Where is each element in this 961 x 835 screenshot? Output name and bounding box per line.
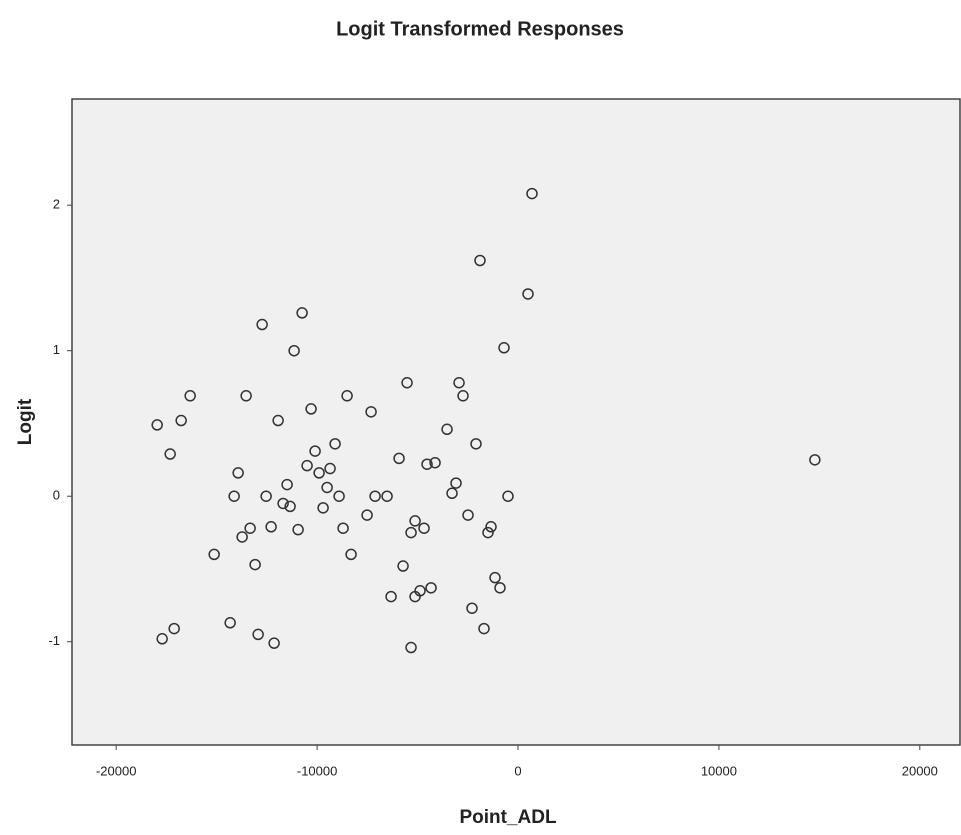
x-tick-label: 20000 — [902, 763, 938, 778]
point — [324, 462, 336, 475]
y-tick-label: -1 — [48, 633, 60, 648]
point — [151, 419, 163, 431]
point — [457, 390, 469, 402]
point — [156, 633, 168, 645]
point — [305, 403, 317, 415]
point — [292, 523, 304, 536]
point — [232, 467, 244, 479]
point — [288, 344, 300, 357]
point — [409, 590, 421, 603]
point — [369, 490, 381, 502]
x-tick-label: -10000 — [297, 763, 337, 778]
point — [478, 622, 490, 635]
point — [168, 622, 180, 635]
x-axis-title: Point_ADL — [459, 807, 557, 828]
point — [450, 477, 462, 489]
point — [301, 459, 313, 472]
point — [489, 571, 501, 584]
point — [281, 478, 293, 491]
point — [393, 452, 405, 465]
point — [236, 531, 248, 543]
point — [429, 456, 441, 469]
point — [309, 445, 321, 457]
point — [321, 481, 333, 494]
point — [313, 467, 325, 479]
point — [345, 548, 357, 561]
point — [522, 288, 534, 300]
point — [365, 406, 377, 418]
point — [405, 526, 417, 539]
point — [421, 458, 433, 470]
point — [265, 521, 277, 533]
point — [252, 628, 264, 641]
point — [453, 376, 465, 389]
point — [462, 509, 474, 521]
point — [341, 390, 353, 402]
point — [474, 254, 486, 267]
point — [401, 376, 413, 389]
point — [228, 490, 240, 502]
point — [249, 558, 261, 571]
point — [260, 490, 272, 502]
y-axis-title: Logit — [15, 398, 36, 445]
point — [361, 509, 373, 521]
y-tick-label: 1 — [53, 342, 60, 357]
point — [329, 438, 341, 450]
y-tick-label: 0 — [53, 488, 60, 503]
point — [466, 602, 478, 614]
point — [268, 637, 280, 649]
point — [208, 548, 220, 561]
point — [397, 560, 409, 572]
point — [175, 414, 187, 427]
point — [470, 438, 482, 450]
point — [809, 454, 821, 466]
point — [277, 497, 289, 510]
point — [284, 500, 296, 513]
point — [184, 390, 196, 402]
point — [425, 582, 437, 594]
point — [494, 582, 506, 594]
point — [333, 490, 345, 502]
point — [498, 342, 510, 354]
point — [418, 522, 430, 534]
point — [240, 390, 252, 402]
point — [296, 307, 308, 319]
point — [526, 187, 538, 200]
point — [482, 526, 494, 539]
point — [502, 490, 514, 502]
point — [381, 490, 393, 502]
x-tick-label: -20000 — [96, 763, 136, 778]
point — [405, 641, 417, 654]
point — [441, 423, 453, 436]
point — [317, 502, 329, 514]
point — [244, 522, 256, 534]
point — [385, 590, 397, 603]
y-tick-label: 2 — [53, 197, 60, 212]
point — [224, 617, 236, 629]
point — [485, 521, 497, 533]
x-tick-label: 0 — [514, 763, 521, 778]
point — [446, 487, 458, 500]
point — [164, 448, 176, 460]
point — [409, 515, 421, 527]
plot-area — [71, 98, 961, 746]
chart-title: Logit Transformed Responses — [336, 18, 624, 40]
point — [337, 522, 349, 534]
point — [272, 414, 284, 427]
point — [256, 318, 268, 331]
x-tick-label: 10000 — [701, 763, 737, 778]
